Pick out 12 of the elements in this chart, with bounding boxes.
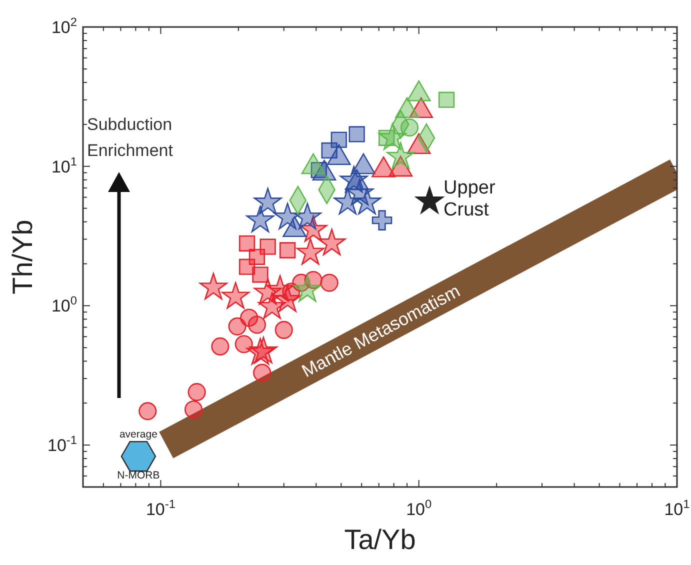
y-tick-label: 10$^{1}$ bbox=[51, 154, 78, 176]
y-tick-label: 10$^{-1}$ bbox=[48, 433, 78, 456]
x-axis-title: Ta/Yb bbox=[344, 524, 416, 555]
text: average N-MORB bbox=[117, 428, 160, 482]
x-tick-label: 10$^{0}$ bbox=[406, 497, 432, 519]
y-tick-label: 10$^{0}$ bbox=[51, 294, 78, 316]
y-tick-label: 10$^{2}$ bbox=[51, 15, 78, 37]
series-label: Upper Crust bbox=[444, 177, 496, 220]
y-axis-title: Th/Yb bbox=[7, 220, 38, 294]
x-tick-label: 10$^{1}$ bbox=[664, 497, 690, 519]
x-tick-label: 10$^{-1}$ bbox=[146, 497, 176, 519]
annotation: Subduction Enrichment bbox=[87, 115, 174, 160]
